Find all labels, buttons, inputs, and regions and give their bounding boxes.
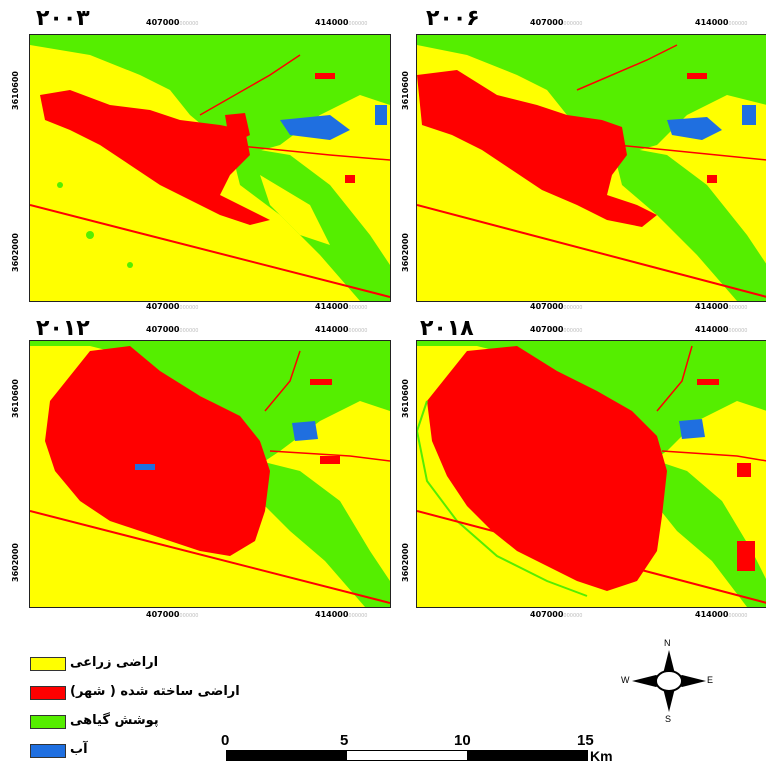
scale-label-15: 15 [577,732,594,749]
landcover-raster [417,341,766,607]
x-tick-bottom-2: 414000000000 [315,610,368,619]
y-tick-2: 3602000 [401,543,410,582]
legend-item-vegetation: پوشش گیاهی [30,713,230,729]
y-tick-1: 3610600 [401,71,410,110]
compass-rose-icon [632,650,706,712]
scale-label-5: 5 [340,732,349,749]
x-tick-top-2: 414000000000 [695,325,748,334]
classified-map-2003 [29,34,391,302]
x-tick-bottom-1: 407000000000 [146,610,199,619]
landcover-raster [417,35,766,301]
y-tick-1: 3610600 [11,379,20,418]
legend-item-built-up: اراضی ساخته شده ( شهر) [30,684,240,700]
y-tick-1: 3610600 [401,379,410,418]
compass-w: W [621,675,630,685]
x-tick-top-2: 414000000000 [315,18,368,27]
scale-label-10: 10 [454,732,471,749]
compass-s: S [665,714,672,724]
legend-swatch [30,715,66,729]
y-tick-2: 3602000 [401,233,410,272]
panel-year-label: ۲۰۰۶ [426,6,480,31]
classified-map-2018 [416,340,766,608]
x-tick-top-2: 414000000000 [315,325,368,334]
scale-bar-track [226,750,588,761]
y-tick-2: 3602000 [11,543,20,582]
x-tick-top-1: 407000000000 [146,325,199,334]
compass-n: N [664,638,671,648]
x-tick-top-2: 414000000000 [695,18,748,27]
scale-unit: Km [590,748,613,764]
x-tick-bottom-1: 407000000000 [530,610,583,619]
legend-label: اراضی ساخته شده ( شهر) [70,684,240,699]
legend-label: آب [70,742,88,757]
y-tick-2: 3602000 [11,233,20,272]
x-tick-bottom-2: 414000000000 [695,610,748,619]
legend-swatch [30,686,66,700]
x-tick-top-1: 407000000000 [530,18,583,27]
scale-label-0: 0 [221,732,230,749]
scale-bar-segment [467,751,587,760]
legend-label: اراضی زراعی [70,655,159,670]
x-tick-bottom-2: 414000000000 [315,302,368,311]
x-tick-top-1: 407000000000 [146,18,199,27]
x-tick-top-1: 407000000000 [530,325,583,334]
compass-e: E [707,675,714,685]
classified-map-2012 [29,340,391,608]
legend-item-water: آب [30,742,230,758]
panel-year-label: ۲۰۱۸ [420,316,474,341]
legend-label: پوشش گیاهی [70,713,159,728]
classified-map-2006 [416,34,766,302]
legend-item-agriculture: اراضی زراعی [30,655,230,671]
x-tick-bottom-1: 407000000000 [530,302,583,311]
scale-bar-segment [227,751,347,760]
panel-year-label: ۲۰۱۲ [36,316,90,341]
legend-swatch [30,744,66,758]
y-tick-1: 3610600 [11,71,20,110]
x-tick-bottom-2: 414000000000 [695,302,748,311]
x-tick-bottom-1: 407000000000 [146,302,199,311]
landcover-raster [30,35,390,301]
panel-year-label: ۲۰۰۳ [36,6,90,31]
legend-swatch [30,657,66,671]
landcover-raster [30,341,390,607]
